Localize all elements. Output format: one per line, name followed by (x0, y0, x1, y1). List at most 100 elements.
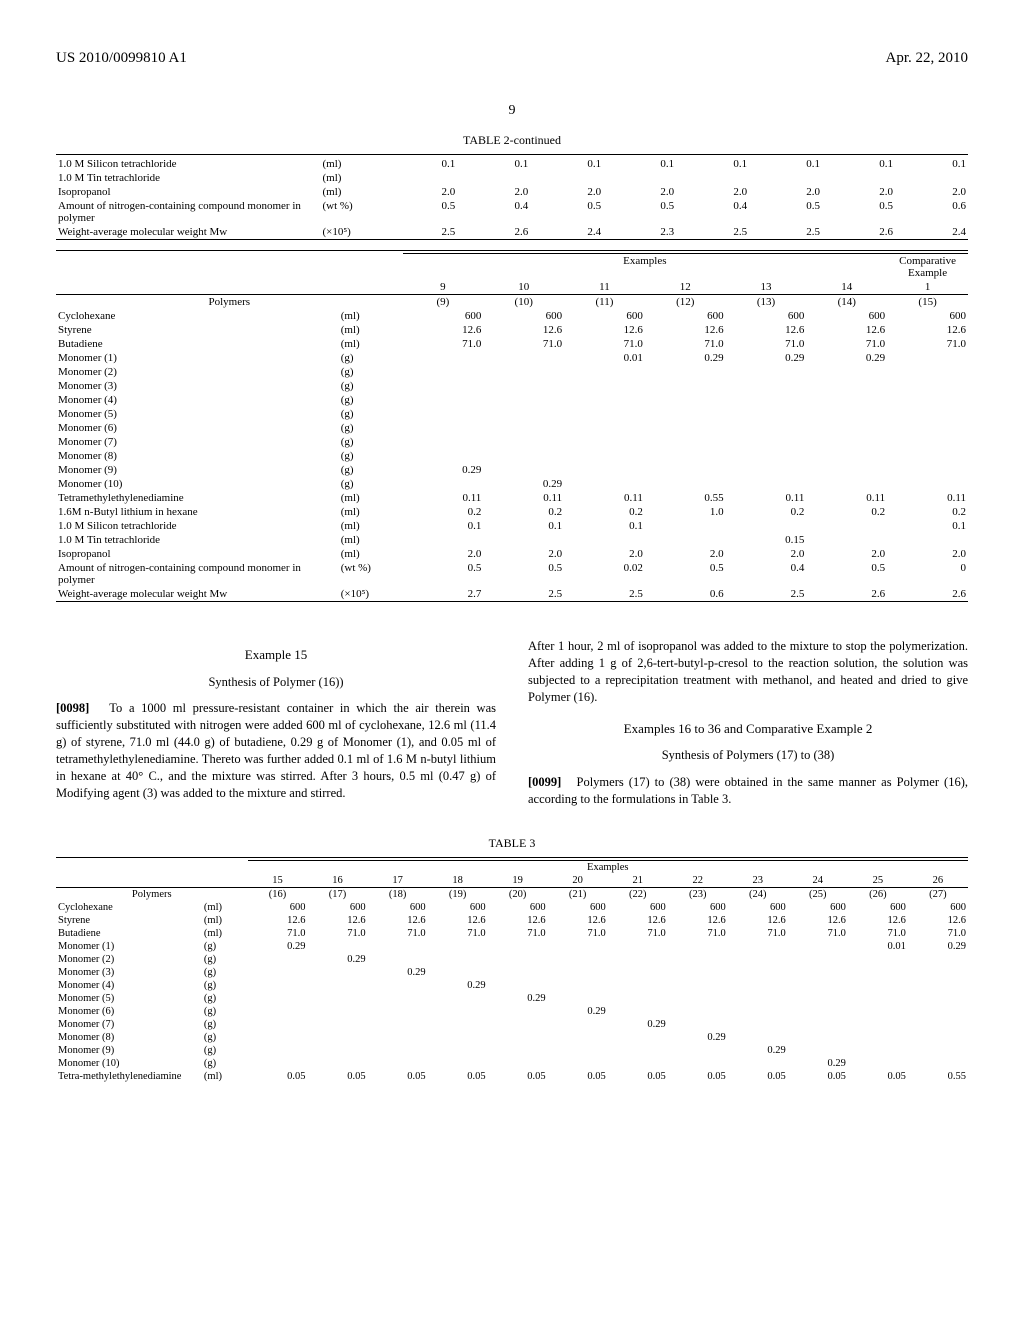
table-row: Cyclohexane(ml)6006006006006006006006006… (56, 901, 968, 914)
table-cell (908, 1018, 968, 1031)
table-cell: Weight-average molecular weight Mw (56, 225, 320, 240)
table-cell: 10 (483, 280, 564, 295)
table-cell: 0.1 (603, 157, 676, 171)
table-cell: 600 (308, 901, 368, 914)
table-cell (806, 533, 887, 547)
table-cell: 0.5 (483, 561, 564, 587)
table-cell: 600 (248, 901, 308, 914)
table-cell (608, 966, 668, 979)
table-cell (848, 953, 908, 966)
table-cell (248, 1018, 308, 1031)
table-cell: 0.05 (848, 1070, 908, 1083)
paragraph-0099: [0099] Polymers (17) to (38) were obtain… (528, 774, 968, 808)
table-cell: 0.29 (645, 351, 726, 365)
table-cell: (ml) (320, 171, 384, 185)
table-cell (726, 421, 807, 435)
table-cell (368, 1057, 428, 1070)
table-cell (403, 477, 484, 491)
table-cell: 0.05 (788, 1070, 848, 1083)
table-cell: (ml) (339, 519, 403, 533)
table-cell: (25) (788, 887, 848, 901)
table-cell: 12.6 (428, 914, 488, 927)
table-cell: 71.0 (728, 927, 788, 940)
table-cell: 71.0 (428, 927, 488, 940)
table-cell: 0.5 (384, 199, 457, 225)
paragraph-0098: [0098] To a 1000 ml pressure-resistant c… (56, 700, 496, 801)
table-cell (248, 953, 308, 966)
table-cell (645, 393, 726, 407)
table-cell (488, 1031, 548, 1044)
table-cell: Butadiene (56, 337, 339, 351)
table-cell: 0.05 (728, 1070, 788, 1083)
table-cell (788, 953, 848, 966)
table-cell (564, 407, 645, 421)
table-row: Isopropanol(ml)2.02.02.02.02.02.02.0 (56, 547, 968, 561)
table-cell (788, 979, 848, 992)
table-cell (248, 966, 308, 979)
table-cell (848, 992, 908, 1005)
table-cell: 600 (488, 901, 548, 914)
table-cell (645, 379, 726, 393)
table-cell: 12.6 (806, 323, 887, 337)
table-cell: (9) (403, 295, 484, 310)
table-cell (483, 393, 564, 407)
table-cell: 0.4 (676, 199, 749, 225)
table-cell: (ml) (339, 309, 403, 323)
table-cell (728, 953, 788, 966)
table-cell: 71.0 (726, 337, 807, 351)
table-cell: Monomer (5) (56, 992, 202, 1005)
table-cell (806, 379, 887, 393)
table-cell (887, 407, 968, 421)
table-cell: Monomer (2) (56, 953, 202, 966)
table-cell: 71.0 (668, 927, 728, 940)
table-cell: 0.5 (749, 199, 822, 225)
table-cell: (15) (887, 295, 968, 310)
table-cell: 2.0 (564, 547, 645, 561)
table-cell: 0.05 (668, 1070, 728, 1083)
table-cell: 0.15 (726, 533, 807, 547)
table-cell (645, 533, 726, 547)
table-cell: 0.29 (368, 966, 428, 979)
table-cell (368, 979, 428, 992)
table-cell: 71.0 (908, 927, 968, 940)
table-cell (608, 1044, 668, 1057)
table-cell (483, 379, 564, 393)
table-cell (488, 953, 548, 966)
table-cell (308, 1018, 368, 1031)
table-row: Monomer (9)(g)0.29 (56, 463, 968, 477)
table-cell (822, 171, 895, 185)
table-row: Amount of nitrogen-containing compound m… (56, 199, 968, 225)
table-cell (908, 1031, 968, 1044)
table-cell (848, 1057, 908, 1070)
table-cell (848, 1044, 908, 1057)
table-cell: 0.05 (608, 1070, 668, 1083)
table-cell: 0.11 (403, 491, 484, 505)
table-cell (483, 421, 564, 435)
table-cell: 71.0 (483, 337, 564, 351)
table-cell (488, 1044, 548, 1057)
table-cell (483, 463, 564, 477)
table-cell (564, 365, 645, 379)
table-cell: 14 (806, 280, 887, 295)
table-cell: (g) (339, 365, 403, 379)
table-cell (403, 351, 484, 365)
table-cell: 12.6 (564, 323, 645, 337)
table-cell: 0.5 (530, 199, 603, 225)
table-cell: 2.0 (483, 547, 564, 561)
table-cell (726, 393, 807, 407)
table-cell: 0.11 (806, 491, 887, 505)
table-cell: 2.6 (457, 225, 530, 240)
table-row: Weight-average molecular weight Mw(×10⁵)… (56, 587, 968, 602)
table-cell: 16 (308, 874, 368, 888)
table-cell (564, 379, 645, 393)
table-row: Tetra-methylethylenediamine(ml)0.050.050… (56, 1070, 968, 1083)
table-row: Tetramethylethylenediamine(ml)0.110.110.… (56, 491, 968, 505)
table-cell: Monomer (9) (56, 1044, 202, 1057)
table-cell: (g) (202, 1031, 248, 1044)
table-cell (548, 940, 608, 953)
table-cell (848, 1031, 908, 1044)
table-cell: 12.6 (887, 323, 968, 337)
table-cell: 0.29 (428, 979, 488, 992)
table-cell: Cyclohexane (56, 901, 202, 914)
table-cell (368, 1005, 428, 1018)
